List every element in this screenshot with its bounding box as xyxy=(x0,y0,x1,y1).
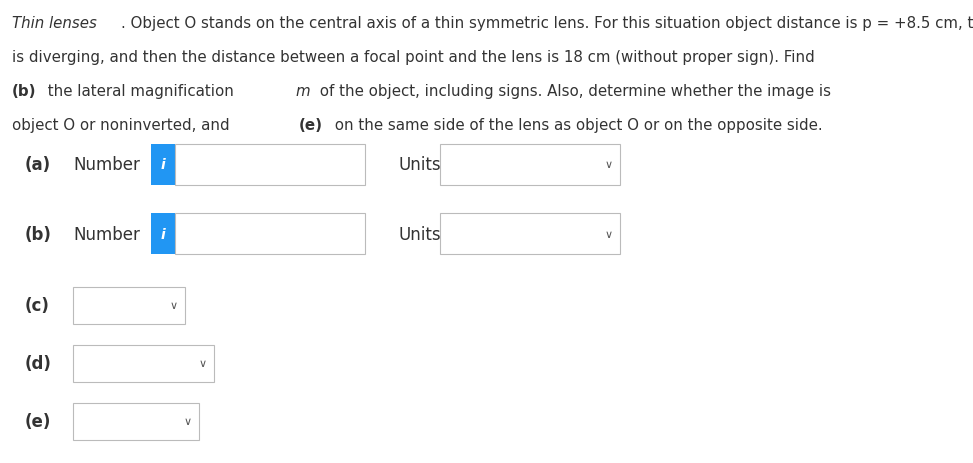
Text: (c): (c) xyxy=(24,297,50,314)
Text: (b): (b) xyxy=(24,225,52,243)
Text: object O or noninverted, and: object O or noninverted, and xyxy=(12,118,234,132)
Text: i: i xyxy=(161,227,165,241)
FancyBboxPatch shape xyxy=(73,345,214,382)
Text: (e): (e) xyxy=(299,118,323,132)
Text: (d): (d) xyxy=(24,355,52,372)
Text: the lateral magnification: the lateral magnification xyxy=(43,84,239,99)
Text: (e): (e) xyxy=(24,413,51,430)
Text: . Object O stands on the central axis of a thin symmetric lens. For this situati: . Object O stands on the central axis of… xyxy=(122,16,973,31)
Text: is diverging, and then the distance between a focal point and the lens is 18 cm : is diverging, and then the distance betw… xyxy=(12,50,819,65)
FancyBboxPatch shape xyxy=(440,214,620,255)
Text: Units: Units xyxy=(399,156,442,174)
FancyBboxPatch shape xyxy=(175,214,365,255)
Text: ∨: ∨ xyxy=(604,229,612,239)
Text: ∨: ∨ xyxy=(169,300,177,311)
FancyBboxPatch shape xyxy=(175,144,365,185)
Text: of the object, including signs. Also, determine whether the image is: of the object, including signs. Also, de… xyxy=(314,84,836,99)
Text: on the same side of the lens as object O or on the opposite side.: on the same side of the lens as object O… xyxy=(330,118,822,132)
Text: m: m xyxy=(296,84,310,99)
Text: ∨: ∨ xyxy=(198,358,206,369)
FancyBboxPatch shape xyxy=(151,214,175,255)
Text: Thin lenses: Thin lenses xyxy=(12,16,96,31)
FancyBboxPatch shape xyxy=(73,403,199,440)
Text: (b): (b) xyxy=(12,84,36,99)
FancyBboxPatch shape xyxy=(151,144,175,185)
Text: Number: Number xyxy=(73,225,140,243)
Text: ∨: ∨ xyxy=(604,160,612,170)
Text: (a): (a) xyxy=(24,156,51,174)
FancyBboxPatch shape xyxy=(73,287,185,324)
FancyBboxPatch shape xyxy=(440,144,620,185)
Text: Number: Number xyxy=(73,156,140,174)
Text: Units: Units xyxy=(399,225,442,243)
Text: i: i xyxy=(161,158,165,172)
Text: ∨: ∨ xyxy=(184,416,192,426)
